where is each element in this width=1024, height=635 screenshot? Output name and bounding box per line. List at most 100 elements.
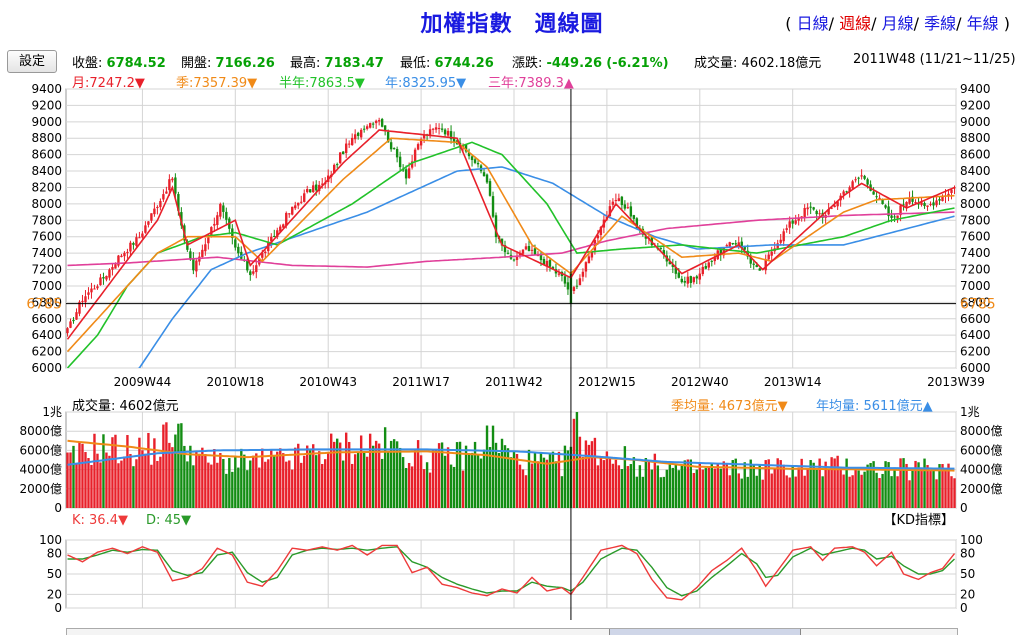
candle-body	[704, 266, 707, 269]
volume-bar	[276, 451, 279, 508]
volume-bar	[174, 434, 177, 508]
volume-tick-right: 2000億	[960, 482, 1003, 496]
period-link-day[interactable]: 日線	[796, 14, 829, 33]
candle-body	[749, 255, 752, 264]
chart-scroll-thumb[interactable]	[609, 629, 801, 635]
candle-body	[731, 242, 734, 245]
volume-bar	[866, 464, 869, 508]
volume-bar	[315, 455, 318, 508]
volume-bar	[192, 465, 195, 508]
candle-body	[485, 174, 489, 183]
ma-three-year-label: 三年:7389.3▲	[488, 76, 574, 91]
candle-body	[563, 276, 567, 284]
candle-body	[482, 172, 486, 177]
volume-bar	[476, 454, 480, 508]
volume-bar	[839, 468, 842, 508]
candle-body	[404, 169, 408, 179]
volume-bar	[815, 469, 818, 508]
price-tick-right: 9400	[960, 82, 991, 96]
candle-body	[273, 235, 276, 237]
volume-bar	[207, 462, 210, 508]
candle-body	[791, 220, 794, 224]
k-line	[67, 544, 956, 601]
price-tick-left: 9400	[31, 82, 62, 96]
candle-body	[626, 207, 630, 209]
change-info: 漲跌: -449.26 (-6.21%)	[512, 56, 669, 71]
candle-body	[644, 236, 648, 239]
volume-bar	[222, 458, 225, 508]
volume-bar	[201, 447, 204, 508]
candle-body	[725, 245, 728, 247]
settings-button[interactable]: 設定	[7, 50, 57, 73]
volume-bar	[431, 450, 435, 508]
period-link-week[interactable]: 週線	[839, 14, 872, 33]
price-tick-left: 7800	[31, 213, 62, 227]
candle-body	[177, 194, 180, 211]
change-percent: (-6.21%)	[606, 56, 669, 71]
volume-bar	[683, 460, 687, 508]
volume-bar	[108, 455, 111, 508]
volume-bar	[824, 461, 827, 508]
volume-bar	[368, 433, 372, 508]
volume-bar	[297, 443, 300, 508]
candle-body	[309, 189, 312, 193]
volume-bar	[231, 471, 234, 508]
volume-bar	[105, 452, 108, 508]
price-tick-left: 6200	[31, 345, 62, 359]
volume-bar	[779, 460, 782, 508]
candle-body	[75, 312, 78, 320]
volume-bar	[503, 445, 507, 508]
candle-body	[168, 179, 171, 191]
volume-bar	[644, 458, 648, 508]
volume-bar	[875, 472, 878, 508]
candle-body	[353, 134, 357, 140]
volume-bar	[458, 441, 462, 508]
period-link-quarter[interactable]: 季線	[924, 14, 957, 33]
ma-quarter-label: 季:7357.39▼	[176, 76, 258, 91]
volume-bar	[446, 447, 450, 508]
volume-bar	[353, 454, 357, 508]
ma-half-year-label: 半年:7863.5▼	[279, 76, 365, 91]
volume-bar	[407, 462, 411, 508]
period-link-year[interactable]: 年線	[966, 14, 999, 33]
candle-body	[476, 162, 480, 165]
candle-body	[359, 129, 363, 138]
kd-tick-right: 20	[960, 587, 975, 601]
candle-body	[171, 178, 174, 181]
price-tick-left: 7600	[31, 230, 62, 244]
volume-bar	[602, 460, 606, 508]
candle-body	[410, 161, 414, 168]
candle-body	[701, 266, 704, 275]
candle-body	[270, 236, 273, 242]
candle-body	[938, 199, 941, 201]
volume-bar	[734, 458, 737, 508]
volume-bar	[422, 469, 426, 508]
volume-bar	[386, 451, 390, 508]
volume-bar	[647, 460, 651, 508]
volume-bar	[341, 460, 345, 508]
period-link-month[interactable]: 月線	[881, 14, 914, 33]
candle-body	[491, 196, 495, 217]
volume-bar	[638, 465, 642, 508]
volume-bar	[872, 461, 875, 508]
volume-bar	[204, 454, 207, 508]
volume-bar	[156, 460, 159, 508]
chart-scrollbar[interactable]	[66, 628, 958, 635]
volume-bar	[680, 465, 684, 508]
candle-body	[812, 207, 815, 210]
volume-bar	[81, 443, 84, 508]
candle-body	[689, 276, 692, 283]
candle-body	[318, 184, 321, 192]
volume-bar	[914, 460, 917, 508]
ma-line-month	[66, 129, 955, 340]
candle-body	[722, 247, 725, 256]
volume-bar	[162, 424, 165, 508]
volume-bar	[374, 440, 378, 508]
candle-body	[96, 286, 99, 289]
candle-body	[69, 321, 72, 328]
candle-body	[216, 215, 219, 225]
price-tick-right: 7400	[960, 246, 991, 260]
volume-bar	[890, 476, 893, 508]
volume-bar	[821, 476, 824, 508]
